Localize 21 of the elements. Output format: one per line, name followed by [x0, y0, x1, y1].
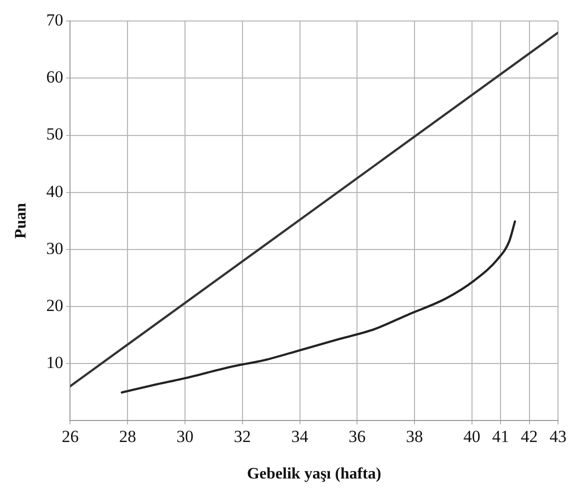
x-tick-label: 42: [520, 427, 538, 446]
y-tick-label: 10: [46, 352, 64, 372]
x-tick-label: 34: [291, 427, 309, 446]
x-tick-label: 36: [348, 427, 366, 446]
y-tick-label: 20: [46, 296, 64, 315]
x-tick-label: 40: [463, 427, 480, 446]
y-tick-label: 70: [46, 10, 64, 30]
x-tick-label: 30: [176, 427, 194, 446]
x-tick-label: 32: [234, 427, 251, 446]
y-tick-label: 60: [46, 68, 64, 87]
x-tick-label: 43: [550, 427, 566, 446]
y-tick-label: 30: [46, 238, 64, 258]
y-tick-label: 40: [46, 182, 64, 201]
x-tick-label: 41: [492, 427, 510, 446]
y-tick-label: 50: [46, 124, 64, 144]
x-tick-label: 38: [406, 427, 424, 446]
x-tick-label: 26: [62, 427, 79, 446]
line-series: [120, 220, 516, 394]
x-tick-label: 28: [119, 427, 136, 446]
x-axis-title: Gebelik yaşı (hafta): [246, 466, 382, 483]
y-axis-title: Puan: [12, 202, 30, 239]
